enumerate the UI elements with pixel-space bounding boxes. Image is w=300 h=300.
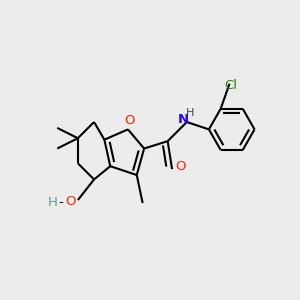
Text: H: H xyxy=(47,196,57,209)
Text: N: N xyxy=(178,112,189,126)
Text: O: O xyxy=(175,160,186,173)
Text: O: O xyxy=(124,114,135,127)
Text: Cl: Cl xyxy=(224,79,238,92)
Text: O: O xyxy=(65,195,76,208)
Text: H: H xyxy=(186,108,194,118)
Text: -: - xyxy=(59,196,64,209)
